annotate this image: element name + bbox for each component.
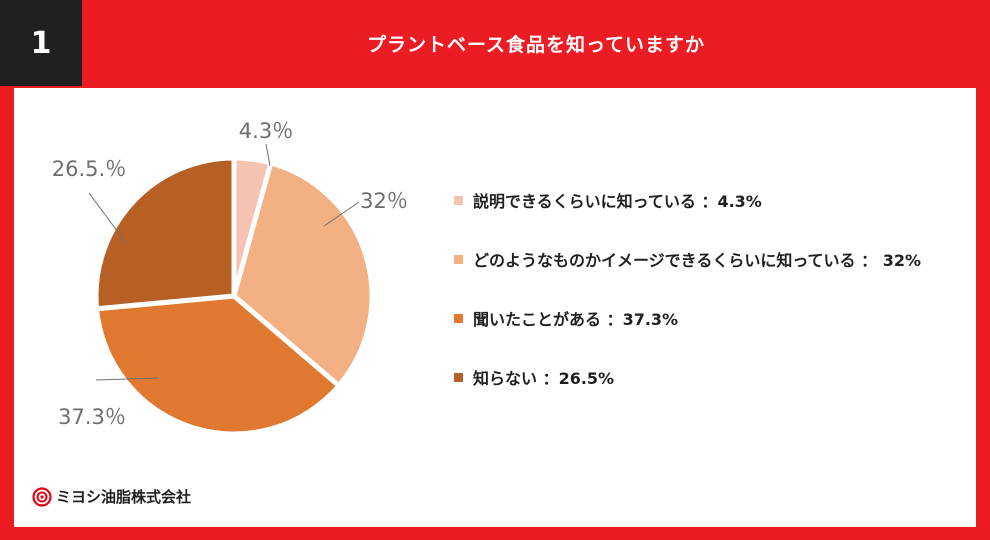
legend: 説明できるくらいに知っている ：4.3% どのようなものかイメージできるくらいに…	[454, 188, 921, 424]
legend-swatch	[454, 313, 463, 323]
data-label: 4.3％	[239, 119, 293, 143]
legend-item-image: どのようなものかイメージできるくらいに知っている ： 32%	[454, 247, 921, 271]
company-logo: ミヨシ油脂株式会社	[32, 486, 191, 507]
legend-item-unknown: 知らない ：26.5%	[454, 365, 921, 389]
leader-line	[265, 143, 271, 167]
legend-item-heard: 聞いたことがある ：37.3%	[454, 306, 921, 330]
legend-label: 聞いたことがある ：37.3%	[473, 310, 679, 329]
chart-title: プラントベース食品を知っていますか	[366, 33, 706, 56]
data-label: 32％	[360, 189, 408, 213]
miyoshi-logo-icon	[32, 486, 52, 507]
leader-line	[323, 201, 360, 227]
legend-label: 知らない ：26.5%	[473, 369, 615, 388]
logo-text: ミヨシ油脂株式会社	[56, 488, 192, 506]
slice-image	[231, 160, 375, 389]
header: 1 プラントベース食品を知っていますか	[0, 0, 990, 86]
data-label: 37.3％	[58, 405, 126, 429]
slice-heard	[94, 293, 342, 437]
slice-unknown	[93, 155, 237, 312]
question-number: 1	[0, 0, 82, 86]
leader-line	[95, 377, 160, 381]
legend-item-explain: 説明できるくらいに知っている ：4.3%	[454, 188, 921, 212]
legend-swatch	[454, 195, 463, 205]
data-label: 26.5.％	[52, 157, 126, 181]
legend-label: 説明できるくらいに知っている ：4.3%	[473, 192, 762, 211]
legend-swatch	[454, 254, 463, 264]
legend-swatch	[454, 372, 463, 382]
legend-label: どのようなものかイメージできるくらいに知っている ： 32%	[473, 251, 921, 270]
leader-line	[88, 192, 127, 244]
pie-chart: 4.3％ 32％ 37.3％ 26.5.％	[52, 119, 408, 437]
chart-panel: 4.3％ 32％ 37.3％ 26.5.％ 説明できるくらいに知っている ：4.3% …	[14, 88, 976, 527]
